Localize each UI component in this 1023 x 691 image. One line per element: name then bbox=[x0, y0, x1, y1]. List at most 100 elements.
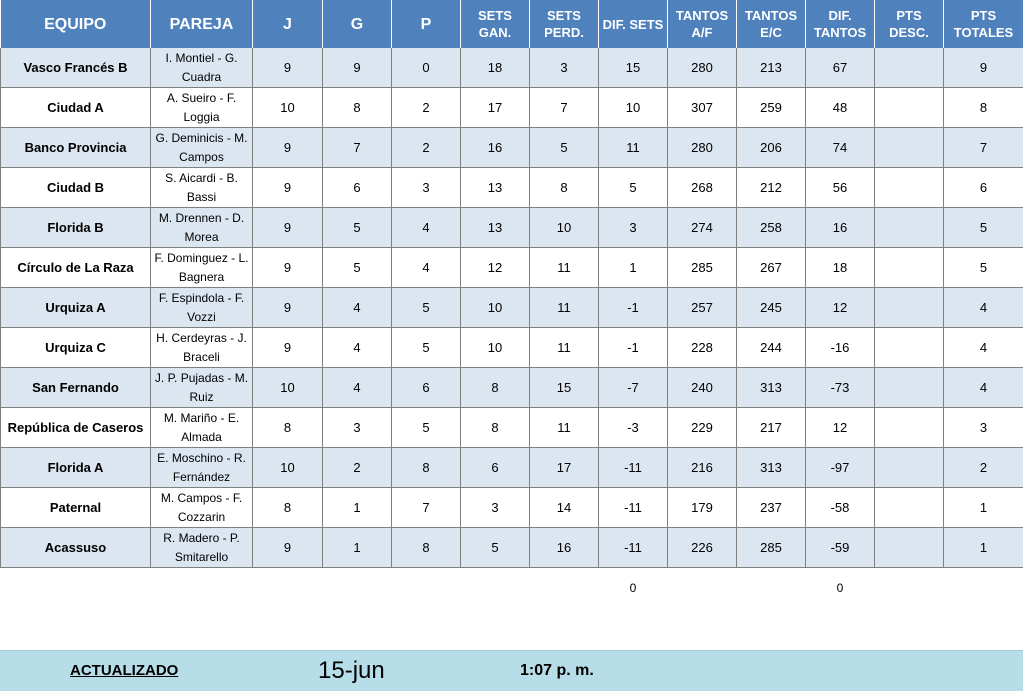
cell-g: 9 bbox=[323, 48, 392, 88]
cell-pts-desc bbox=[875, 128, 944, 168]
cell-tantos-ec: 245 bbox=[737, 288, 806, 328]
cell-dif-tantos: -16 bbox=[806, 328, 875, 368]
cell-tantos-af: 240 bbox=[668, 368, 737, 408]
cell-j: 9 bbox=[253, 248, 323, 288]
cell-pts-desc bbox=[875, 208, 944, 248]
cell-sets-gan: 3 bbox=[461, 488, 530, 528]
cell-g: 3 bbox=[323, 408, 392, 448]
total-empty-cell bbox=[944, 568, 1023, 609]
cell-sets-perd: 5 bbox=[530, 128, 599, 168]
total-empty-cell bbox=[323, 568, 392, 609]
cell-tantos-af: 257 bbox=[668, 288, 737, 328]
cell-pts-totales: 4 bbox=[944, 368, 1023, 408]
cell-tantos-ec: 267 bbox=[737, 248, 806, 288]
cell-pareja: I. Montiel - G. Cuadra bbox=[151, 48, 253, 88]
cell-dif-sets: -1 bbox=[599, 288, 668, 328]
updated-footer: ACTUALIZADO 15-jun 1:07 p. m. bbox=[0, 650, 1023, 691]
cell-equipo: Florida B bbox=[1, 208, 151, 248]
cell-tantos-af: 216 bbox=[668, 448, 737, 488]
cell-g: 4 bbox=[323, 328, 392, 368]
cell-j: 9 bbox=[253, 48, 323, 88]
cell-tantos-af: 226 bbox=[668, 528, 737, 568]
cell-tantos-ec: 259 bbox=[737, 88, 806, 128]
cell-g: 7 bbox=[323, 128, 392, 168]
cell-dif-sets: 11 bbox=[599, 128, 668, 168]
col-header-pts-desc: PTS DESC. bbox=[875, 0, 944, 48]
cell-dif-tantos: 12 bbox=[806, 288, 875, 328]
cell-p: 3 bbox=[392, 168, 461, 208]
col-header-tantos-af: TANTOS A/F bbox=[668, 0, 737, 48]
cell-pts-totales: 6 bbox=[944, 168, 1023, 208]
cell-p: 0 bbox=[392, 48, 461, 88]
cell-pts-desc bbox=[875, 168, 944, 208]
cell-g: 1 bbox=[323, 488, 392, 528]
cell-dif-sets: 15 bbox=[599, 48, 668, 88]
cell-tantos-ec: 285 bbox=[737, 528, 806, 568]
cell-p: 5 bbox=[392, 288, 461, 328]
cell-sets-perd: 15 bbox=[530, 368, 599, 408]
cell-pareja: S. Aicardi - B. Bassi bbox=[151, 168, 253, 208]
col-header-j: J bbox=[253, 0, 323, 48]
cell-g: 5 bbox=[323, 248, 392, 288]
cell-tantos-ec: 258 bbox=[737, 208, 806, 248]
cell-sets-perd: 10 bbox=[530, 208, 599, 248]
cell-pts-desc bbox=[875, 408, 944, 448]
cell-dif-tantos: 48 bbox=[806, 88, 875, 128]
cell-p: 8 bbox=[392, 448, 461, 488]
cell-equipo: Banco Provincia bbox=[1, 128, 151, 168]
cell-pareja: F. Dominguez - L. Bagnera bbox=[151, 248, 253, 288]
cell-tantos-ec: 206 bbox=[737, 128, 806, 168]
cell-pts-desc bbox=[875, 48, 944, 88]
cell-tantos-ec: 217 bbox=[737, 408, 806, 448]
col-header-sets-gan: SETS GAN. bbox=[461, 0, 530, 48]
total-empty-cell bbox=[461, 568, 530, 609]
cell-dif-sets: 5 bbox=[599, 168, 668, 208]
cell-dif-sets: 10 bbox=[599, 88, 668, 128]
cell-sets-gan: 6 bbox=[461, 448, 530, 488]
cell-sets-gan: 17 bbox=[461, 88, 530, 128]
cell-dif-tantos: 12 bbox=[806, 408, 875, 448]
cell-tantos-ec: 244 bbox=[737, 328, 806, 368]
cell-equipo: Urquiza C bbox=[1, 328, 151, 368]
cell-pareja: E. Moschino - R. Fernández bbox=[151, 448, 253, 488]
cell-sets-gan: 16 bbox=[461, 128, 530, 168]
col-header-tantos-ec: TANTOS E/C bbox=[737, 0, 806, 48]
cell-sets-gan: 12 bbox=[461, 248, 530, 288]
cell-p: 4 bbox=[392, 248, 461, 288]
cell-tantos-af: 268 bbox=[668, 168, 737, 208]
cell-sets-perd: 16 bbox=[530, 528, 599, 568]
cell-pts-desc bbox=[875, 368, 944, 408]
cell-dif-sets: 1 bbox=[599, 248, 668, 288]
cell-p: 8 bbox=[392, 528, 461, 568]
cell-pts-desc bbox=[875, 328, 944, 368]
cell-dif-sets: -11 bbox=[599, 488, 668, 528]
cell-tantos-af: 228 bbox=[668, 328, 737, 368]
cell-pts-desc bbox=[875, 288, 944, 328]
cell-tantos-af: 280 bbox=[668, 128, 737, 168]
cell-equipo: Vasco Francés B bbox=[1, 48, 151, 88]
cell-g: 4 bbox=[323, 368, 392, 408]
cell-pts-desc bbox=[875, 88, 944, 128]
cell-dif-sets: 3 bbox=[599, 208, 668, 248]
updated-time: 1:07 p. m. bbox=[520, 662, 594, 680]
cell-tantos-af: 285 bbox=[668, 248, 737, 288]
cell-pts-totales: 8 bbox=[944, 88, 1023, 128]
cell-sets-gan: 18 bbox=[461, 48, 530, 88]
cell-j: 9 bbox=[253, 328, 323, 368]
cell-equipo: Círculo de La Raza bbox=[1, 248, 151, 288]
cell-sets-perd: 11 bbox=[530, 408, 599, 448]
cell-j: 9 bbox=[253, 168, 323, 208]
cell-pareja: M. Campos - F. Cozzarin bbox=[151, 488, 253, 528]
cell-pts-totales: 3 bbox=[944, 408, 1023, 448]
cell-pts-totales: 7 bbox=[944, 128, 1023, 168]
cell-pts-totales: 4 bbox=[944, 328, 1023, 368]
